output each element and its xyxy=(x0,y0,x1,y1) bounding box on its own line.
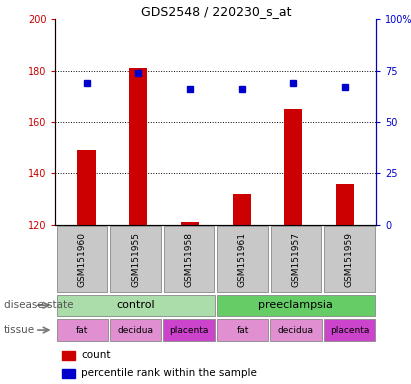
Title: GDS2548 / 220230_s_at: GDS2548 / 220230_s_at xyxy=(141,5,291,18)
Text: GSM151957: GSM151957 xyxy=(291,232,300,287)
Bar xyxy=(57,319,108,341)
Text: fat: fat xyxy=(236,326,249,334)
Bar xyxy=(217,319,268,341)
Bar xyxy=(270,319,321,341)
Text: GSM151961: GSM151961 xyxy=(238,232,247,287)
Text: control: control xyxy=(116,300,155,310)
Bar xyxy=(284,109,302,225)
Text: preeclampsia: preeclampsia xyxy=(259,300,333,310)
Bar xyxy=(111,226,161,292)
Text: placenta: placenta xyxy=(330,326,369,334)
Bar xyxy=(181,222,199,225)
Bar xyxy=(233,194,251,225)
Bar xyxy=(62,351,75,360)
Text: GSM151960: GSM151960 xyxy=(78,232,87,287)
Bar xyxy=(217,295,375,316)
Bar xyxy=(336,184,354,225)
Bar xyxy=(110,319,161,341)
Text: GSM151959: GSM151959 xyxy=(345,232,354,287)
Text: tissue: tissue xyxy=(4,325,35,335)
Bar xyxy=(164,319,215,341)
Bar xyxy=(324,319,375,341)
Text: disease state: disease state xyxy=(4,300,74,310)
Bar xyxy=(271,226,321,292)
Bar xyxy=(129,68,147,225)
Bar xyxy=(324,226,374,292)
Text: percentile rank within the sample: percentile rank within the sample xyxy=(81,368,257,378)
Bar xyxy=(57,295,215,316)
Text: decidua: decidua xyxy=(278,326,314,334)
Text: GSM151958: GSM151958 xyxy=(185,232,194,287)
Text: count: count xyxy=(81,350,111,361)
Text: GSM151955: GSM151955 xyxy=(131,232,140,287)
Bar xyxy=(62,369,75,378)
Text: placenta: placenta xyxy=(169,326,209,334)
Text: fat: fat xyxy=(76,326,88,334)
Bar xyxy=(77,150,96,225)
Bar xyxy=(164,226,214,292)
Text: decidua: decidua xyxy=(118,326,154,334)
Bar xyxy=(57,226,107,292)
Bar xyxy=(217,226,268,292)
